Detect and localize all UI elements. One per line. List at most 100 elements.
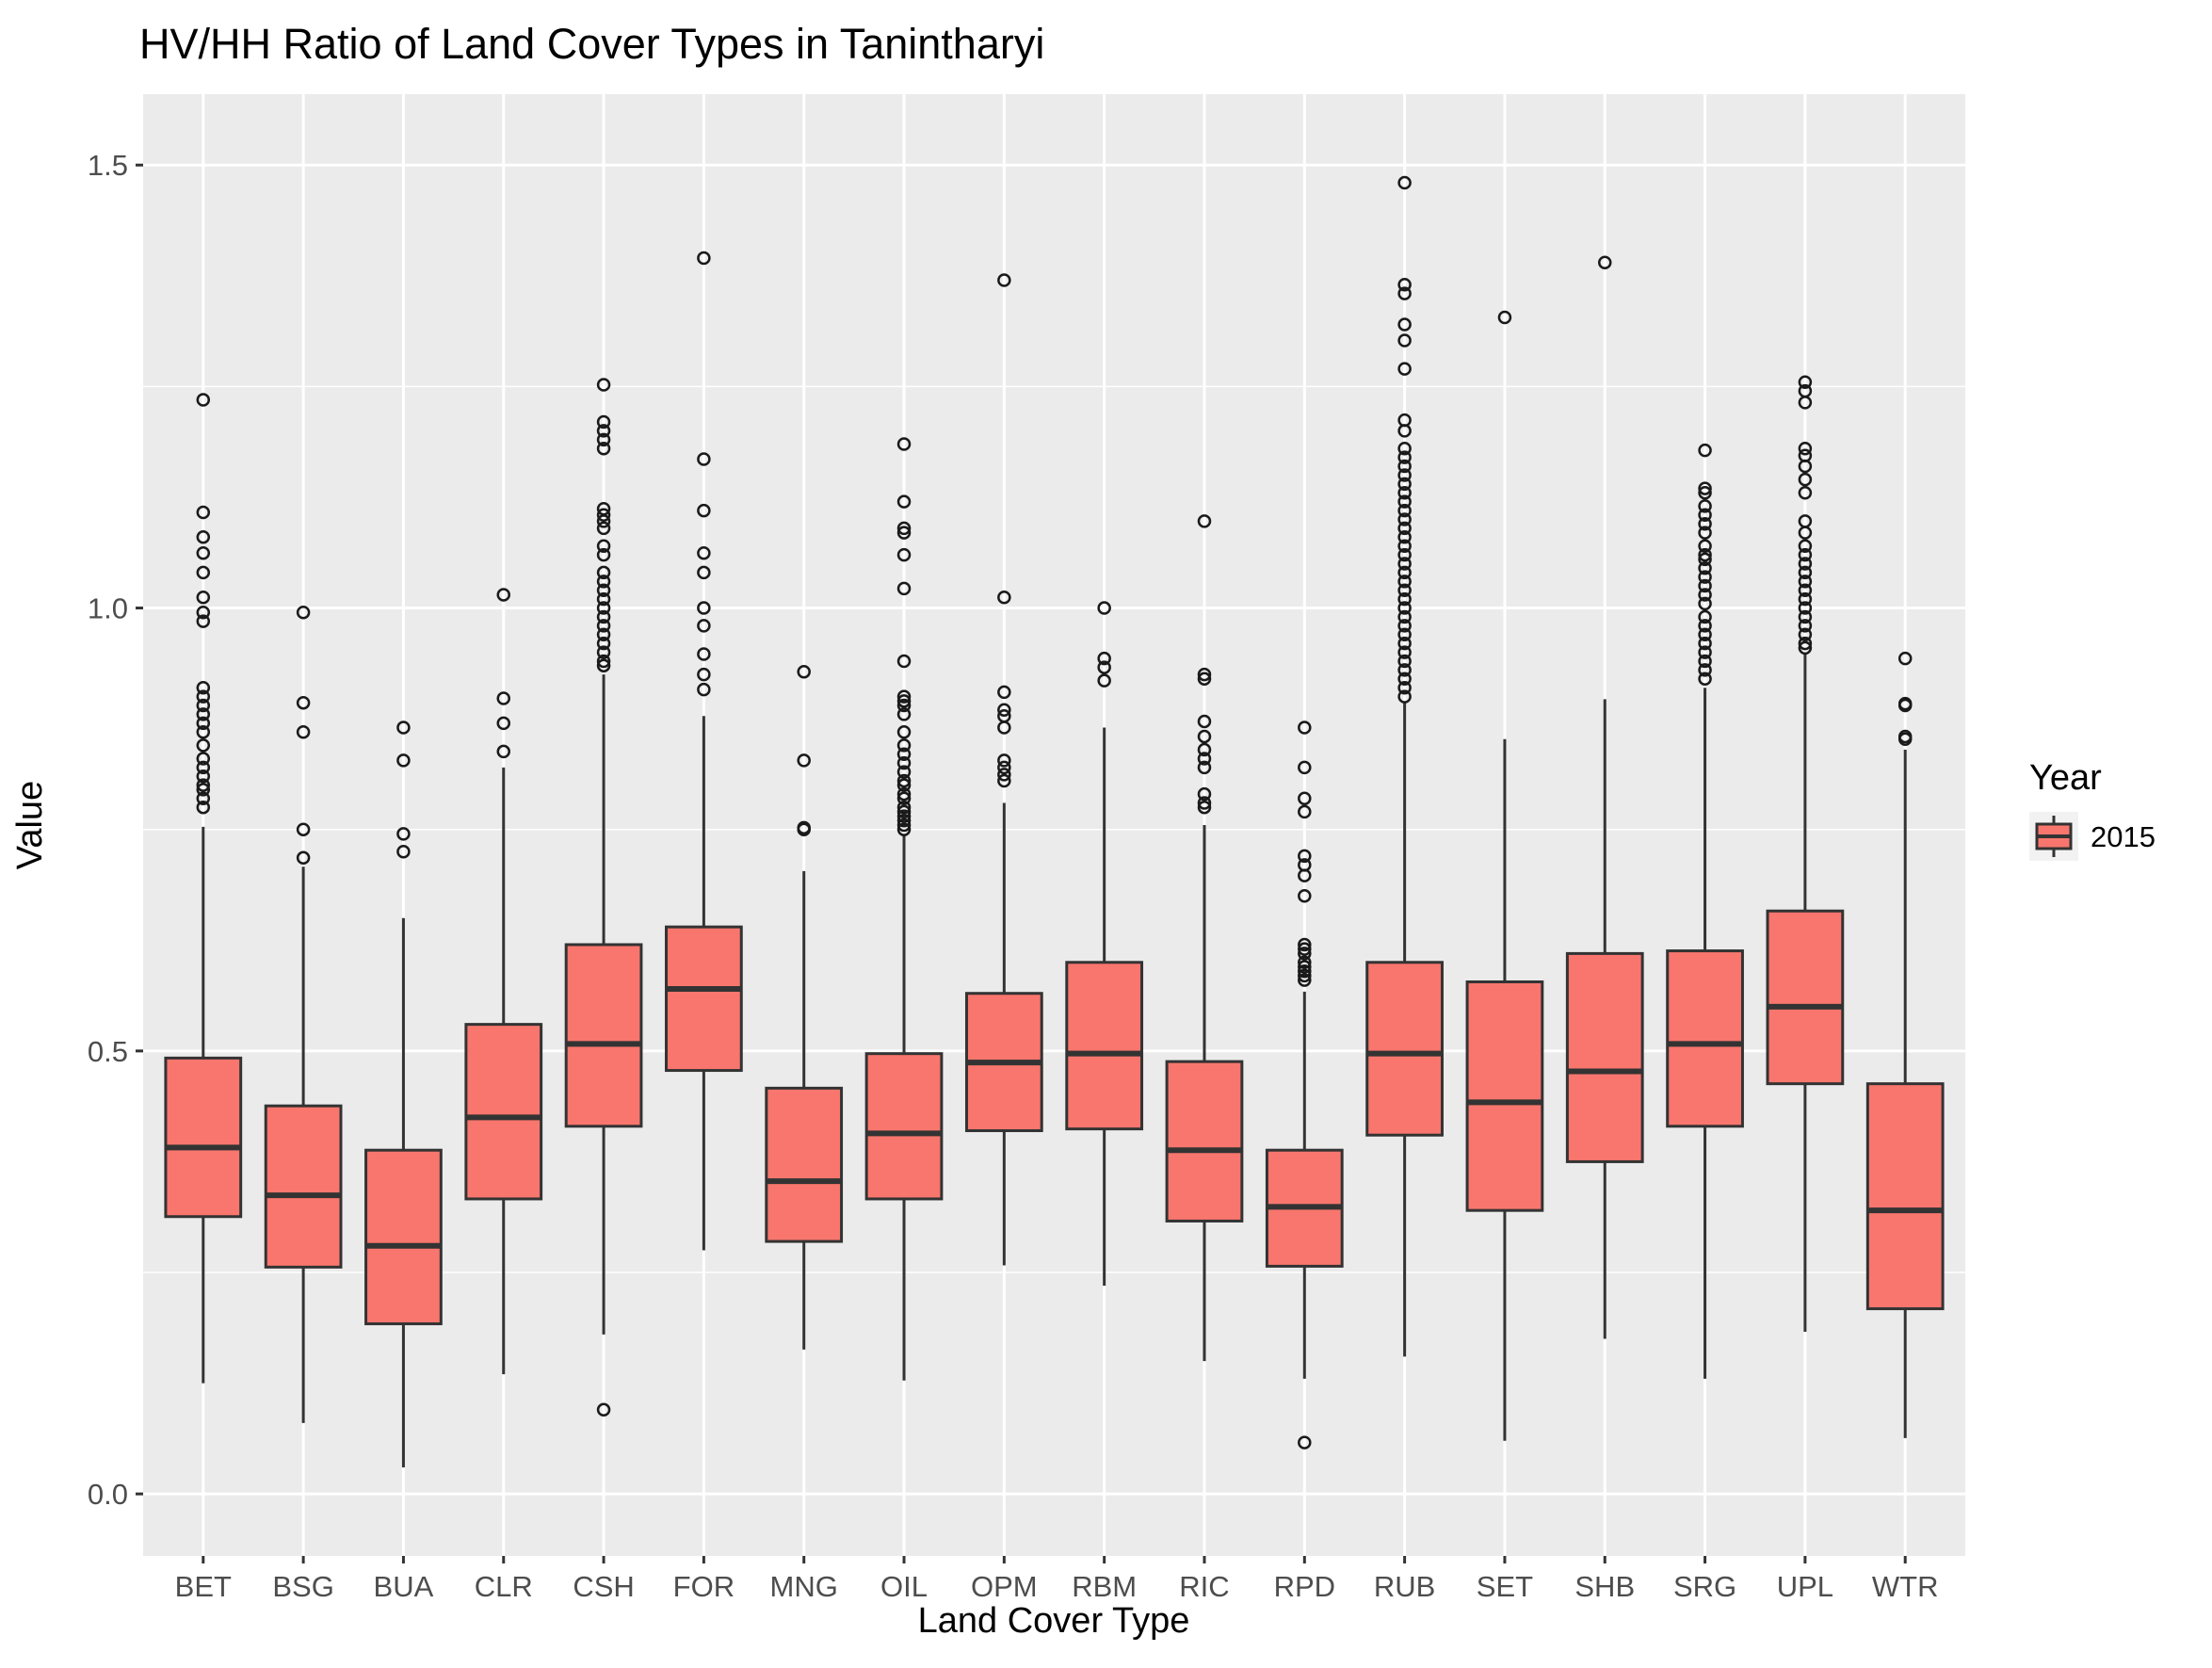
outlier-point [1197, 796, 1212, 810]
outlier-point [1097, 601, 1111, 615]
outlier-point [1897, 698, 1913, 713]
outlier-point [596, 508, 611, 523]
outlier-point [396, 753, 411, 768]
box-iqr [1766, 909, 1845, 1086]
outlier-point [196, 783, 211, 797]
outlier-point [1698, 539, 1712, 553]
outlier-point [1298, 942, 1312, 956]
outlier-point [1397, 619, 1412, 633]
outlier-point [1197, 672, 1212, 687]
outlier-point [896, 818, 912, 833]
outlier-point [1698, 570, 1712, 584]
outlier-point [797, 822, 811, 836]
box-oil [864, 437, 944, 1381]
outlier-point [1798, 575, 1813, 589]
box-srg [1666, 443, 1744, 1379]
outlier-point [596, 521, 611, 536]
outlier-point [1397, 530, 1412, 544]
outlier-point [997, 753, 1011, 768]
outlier-point [196, 716, 211, 731]
outlier-point [1298, 888, 1312, 903]
chart-title: HV/HH Ratio of Land Cover Types in Tanin… [139, 20, 1044, 68]
outlier-point [196, 565, 211, 580]
outlier-point [1397, 645, 1412, 659]
outlier-point [1397, 557, 1412, 571]
legend-title: Year [2029, 758, 2102, 798]
x-tick-label-rbm: RBM [1072, 1570, 1137, 1603]
outlier-point [896, 822, 912, 836]
box-iqr [1565, 951, 1644, 1163]
outlier-point [1497, 310, 1512, 325]
y-tick-label: 1.5 [88, 149, 128, 182]
x-tick-label-set: SET [1477, 1570, 1533, 1603]
outlier-point [1397, 663, 1412, 677]
outlier-point [1197, 742, 1212, 757]
box-rub [1365, 175, 1444, 1357]
box-iqr [1465, 980, 1544, 1212]
outlier-point [1698, 663, 1712, 677]
outlier-point [1698, 636, 1712, 651]
x-tick-label-clr: CLR [475, 1570, 533, 1603]
box-iqr [1666, 949, 1744, 1128]
outlier-point [1798, 565, 1813, 580]
x-tick-label-bet: BET [175, 1570, 232, 1603]
x-tick-label-upl: UPL [1777, 1570, 1833, 1603]
x-tick-label-bsg: BSG [272, 1570, 333, 1603]
x-axis-title: Land Cover Type [918, 1601, 1190, 1641]
outlier-point [896, 654, 912, 669]
box-iqr [564, 943, 643, 1128]
outlier-point [1397, 477, 1412, 492]
outlier-point [196, 724, 211, 739]
outlier-point [596, 565, 611, 580]
outlier-point [896, 800, 912, 815]
outlier-point [1397, 450, 1412, 464]
legend-label-2015: 2015 [2091, 820, 2155, 853]
y-tick-label: 0.0 [88, 1478, 128, 1511]
outlier-point [1397, 512, 1412, 526]
outlier-point [1298, 973, 1312, 987]
outlier-point [1397, 277, 1412, 292]
outlier-point [997, 273, 1011, 287]
box-bua [364, 721, 443, 1467]
outlier-point [1798, 640, 1813, 656]
x-axis: BET BSG BUA CLR CSH FOR MNG OIL OPM RBM RIC RPD RUB S… [175, 1556, 1939, 1603]
outlier-point [1298, 1435, 1312, 1449]
outlier-point [896, 689, 912, 704]
outlier-point [896, 581, 912, 596]
outlier-point [1698, 499, 1712, 513]
x-tick-label-for: FOR [673, 1570, 735, 1603]
outlier-point [1397, 486, 1412, 500]
outlier-point [596, 441, 611, 456]
outlier-point [1798, 601, 1813, 615]
outlier-point [1397, 539, 1412, 553]
outlier-point [1897, 732, 1913, 747]
outlier-point [596, 609, 611, 624]
outlier-point [896, 747, 912, 762]
outlier-point [1397, 565, 1412, 580]
outlier-point [196, 778, 211, 792]
outlier-point [1698, 619, 1712, 633]
outlier-point [1798, 375, 1813, 389]
outlier-point [296, 822, 311, 836]
outlier-point [1698, 578, 1712, 593]
outlier-point [1698, 654, 1712, 669]
outlier-point [896, 791, 912, 806]
outlier-point [1698, 560, 1712, 575]
outlier-point [596, 547, 611, 562]
outlier-point [896, 437, 912, 451]
outlier-point [1298, 804, 1312, 819]
outlier-point [1397, 636, 1412, 651]
outlier-point [896, 738, 912, 753]
box-rbm [1065, 601, 1144, 1287]
outlier-point [1397, 362, 1412, 376]
outlier-point [1798, 459, 1813, 474]
outlier-point [1298, 721, 1312, 735]
outlier-point [496, 588, 510, 602]
outlier-point [697, 503, 711, 518]
outlier-point [196, 591, 211, 605]
box-bet [164, 393, 243, 1384]
outlier-point [697, 619, 711, 633]
y-tick-label: 1.0 [88, 592, 128, 625]
outlier-point [296, 850, 311, 866]
outlier-point [1798, 591, 1813, 607]
